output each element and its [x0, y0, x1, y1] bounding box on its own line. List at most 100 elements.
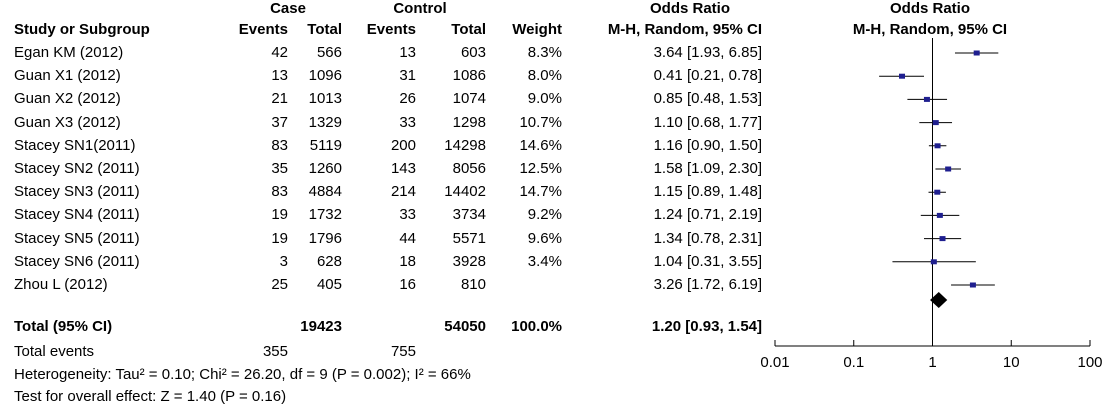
case-events: 37 [271, 113, 288, 131]
control-events: 33 [399, 206, 416, 224]
odds-ratio-ci: 1.34 [0.78, 2.31] [653, 229, 762, 247]
control-events: 44 [399, 229, 416, 247]
control-events: 13 [399, 44, 416, 61]
odds-ratio-ci: 1.58 [1.09, 2.30] [653, 160, 762, 177]
odds-ratio-ci: 1.24 [0.71, 2.19] [653, 206, 762, 224]
odds-ratio-ci: 0.41 [0.21, 0.78] [653, 67, 762, 85]
control-events: 143 [390, 160, 416, 177]
control-events: 26 [399, 90, 416, 108]
control-events: 31 [399, 67, 416, 85]
control-total: 1298 [452, 113, 486, 131]
case-total: 405 [316, 276, 342, 293]
method-plot-header: M-H, Random, 95% CI [852, 21, 1008, 38]
case-total: 4884 [308, 183, 342, 201]
case-events-header: Events [238, 21, 288, 38]
control-total-header: Total [451, 21, 486, 38]
x-axis-tick-label: 0.1 [843, 354, 864, 371]
case-total: 1796 [308, 229, 342, 247]
odds-ratio-ci: 1.16 [0.90, 1.50] [653, 136, 762, 154]
control-events: 18 [399, 252, 416, 270]
study-column-header: Study or Subgroup [14, 21, 150, 38]
odds-ratio-ci: 1.10 [0.68, 1.77] [653, 113, 762, 131]
control-total: 1086 [452, 67, 486, 85]
study-point [923, 96, 930, 102]
method-table-header: M-H, Random, 95% CI [607, 21, 762, 38]
case-events: 3 [279, 252, 288, 270]
case-events: 19 [271, 206, 288, 224]
control-total: 3928 [452, 252, 486, 270]
weight: 10.7% [519, 113, 562, 131]
study-point [934, 143, 941, 149]
case-events: 25 [271, 276, 288, 293]
overall-effect-text: Test for overall effect: Z = 1.40 (P = 0… [14, 388, 287, 405]
control-events-header: Events [366, 21, 416, 38]
case-events: 83 [271, 183, 288, 201]
case-total: 628 [316, 252, 342, 270]
weight: 3.4% [527, 252, 562, 270]
control-events: 200 [390, 136, 416, 154]
weight: 8.3% [527, 44, 562, 61]
study-name: Stacey SN2 (2011) [14, 160, 140, 177]
study-point [973, 50, 980, 56]
odds-ratio-table-header: Odds Ratio [649, 0, 730, 17]
control-group-header: Control [393, 0, 447, 17]
control-total: 1074 [452, 90, 486, 108]
x-axis-tick-label: 100 [1077, 354, 1102, 371]
control-events: 214 [390, 183, 416, 201]
total-events-case: 355 [262, 343, 288, 360]
weight: 9.2% [527, 206, 562, 224]
total-events-control: 755 [390, 343, 416, 360]
weight-header: Weight [512, 21, 562, 38]
x-axis-tick-label: 1 [928, 354, 936, 371]
case-total: 1260 [308, 160, 342, 177]
total-case-total: 19423 [300, 318, 342, 335]
weight: 12.5% [519, 160, 562, 177]
study-name: Egan KM (2012) [14, 44, 124, 61]
weight: 9.6% [527, 229, 562, 247]
study-point [936, 212, 943, 218]
odds-ratio-ci: 3.26 [1.72, 6.19] [653, 276, 762, 293]
case-events: 13 [271, 67, 288, 85]
study-name: Zhou L (2012) [14, 276, 108, 293]
x-axis-tick-label: 0.01 [760, 354, 789, 371]
case-total: 566 [316, 44, 342, 61]
control-total: 8056 [452, 160, 486, 177]
odds-ratio-ci: 1.04 [0.31, 3.55] [653, 252, 762, 270]
case-events: 83 [271, 136, 288, 154]
control-total: 14402 [444, 183, 486, 201]
odds-ratio-ci: 0.85 [0.48, 1.53] [653, 90, 762, 108]
study-point [899, 73, 906, 79]
study-name: Stacey SN4 (2011) [14, 206, 140, 224]
control-total: 3734 [452, 206, 486, 224]
control-total: 810 [460, 276, 486, 293]
case-total: 1732 [308, 206, 342, 224]
case-total: 5119 [309, 136, 342, 154]
study-name: Stacey SN6 (2011) [14, 252, 140, 270]
study-point [934, 189, 941, 195]
weight: 14.6% [519, 136, 562, 154]
study-name: Guan X3 (2012) [14, 113, 121, 131]
weight: 14.7% [519, 183, 562, 201]
control-events: 16 [399, 276, 416, 293]
odds-ratio-ci: 3.64 [1.93, 6.85] [653, 44, 762, 61]
total-label: Total (95% CI) [14, 318, 113, 335]
case-events: 35 [271, 160, 288, 177]
odds-ratio-ci: 1.15 [0.89, 1.48] [653, 183, 762, 201]
control-total: 603 [460, 44, 486, 61]
case-events: 21 [271, 90, 288, 108]
study-name: Stacey SN5 (2011) [14, 229, 140, 247]
total-odds-ratio: 1.20 [0.93, 1.54] [651, 318, 762, 335]
study-name: Guan X1 (2012) [14, 67, 121, 85]
x-axis-tick-label: 10 [1003, 354, 1020, 371]
control-total: 14298 [444, 136, 486, 154]
pooled-diamond [930, 292, 948, 308]
total-control-total: 54050 [444, 318, 486, 335]
study-point [930, 259, 937, 265]
case-total: 1329 [308, 113, 342, 131]
case-events: 42 [271, 44, 288, 61]
study-point [932, 120, 939, 126]
case-total-header: Total [307, 21, 342, 38]
study-name: Guan X2 (2012) [14, 90, 121, 108]
case-total: 1096 [308, 67, 342, 85]
